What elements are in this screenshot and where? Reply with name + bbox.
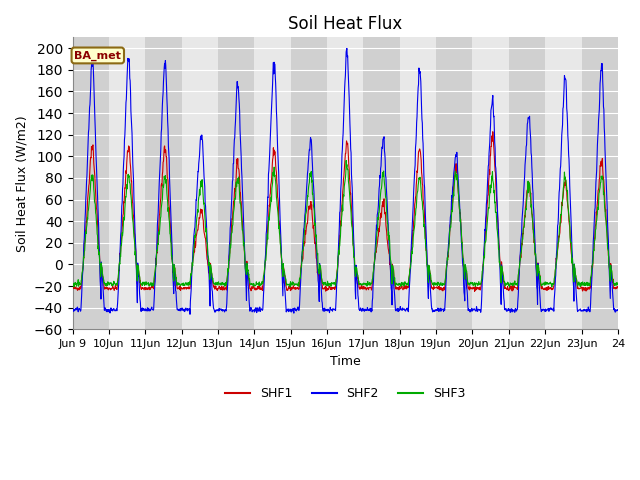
Title: Soil Heat Flux: Soil Heat Flux bbox=[288, 15, 403, 33]
Line: SHF2: SHF2 bbox=[72, 48, 618, 314]
SHF2 bbox=[68, 306, 76, 312]
SHF3 bbox=[190, 246, 198, 252]
X-axis label: Time: Time bbox=[330, 355, 360, 368]
SHF1 bbox=[489, 129, 497, 134]
SHF3 bbox=[342, 157, 350, 163]
SHF2 bbox=[186, 312, 194, 317]
SHF3 bbox=[502, 280, 509, 286]
SHF2 bbox=[252, 308, 259, 314]
SHF3 bbox=[68, 284, 76, 289]
SHF2 bbox=[502, 306, 509, 312]
SHF1 bbox=[471, 288, 479, 294]
SHF3 bbox=[251, 283, 259, 288]
SHF1 bbox=[68, 285, 76, 290]
Bar bbox=[182, 37, 218, 329]
SHF3 bbox=[286, 284, 294, 290]
SHF1 bbox=[251, 287, 259, 292]
Bar bbox=[400, 37, 436, 329]
SHF2 bbox=[431, 309, 438, 314]
Bar bbox=[254, 37, 291, 329]
Bar bbox=[472, 37, 509, 329]
Text: BA_met: BA_met bbox=[74, 50, 121, 60]
Line: SHF1: SHF1 bbox=[72, 132, 618, 291]
Bar bbox=[327, 37, 364, 329]
SHF3 bbox=[177, 283, 184, 288]
Legend: SHF1, SHF2, SHF3: SHF1, SHF2, SHF3 bbox=[220, 382, 470, 405]
SHF2 bbox=[614, 307, 621, 313]
Bar bbox=[436, 37, 472, 329]
SHF2 bbox=[550, 308, 557, 314]
Line: SHF3: SHF3 bbox=[72, 160, 618, 287]
Bar bbox=[582, 37, 618, 329]
Bar bbox=[145, 37, 182, 329]
SHF2 bbox=[177, 306, 184, 312]
Bar bbox=[291, 37, 327, 329]
SHF3 bbox=[550, 281, 557, 287]
SHF1 bbox=[190, 252, 198, 257]
Bar bbox=[364, 37, 400, 329]
SHF3 bbox=[614, 281, 621, 287]
SHF2 bbox=[343, 46, 351, 51]
SHF2 bbox=[190, 230, 198, 236]
Bar bbox=[509, 37, 545, 329]
Y-axis label: Soil Heat Flux (W/m2): Soil Heat Flux (W/m2) bbox=[15, 115, 28, 252]
Bar bbox=[218, 37, 254, 329]
SHF1 bbox=[177, 288, 184, 293]
SHF1 bbox=[430, 284, 438, 289]
SHF1 bbox=[614, 285, 621, 290]
SHF3 bbox=[431, 281, 438, 287]
Bar bbox=[545, 37, 582, 329]
SHF1 bbox=[550, 284, 557, 289]
Bar bbox=[72, 37, 109, 329]
Bar bbox=[109, 37, 145, 329]
SHF1 bbox=[502, 285, 509, 291]
